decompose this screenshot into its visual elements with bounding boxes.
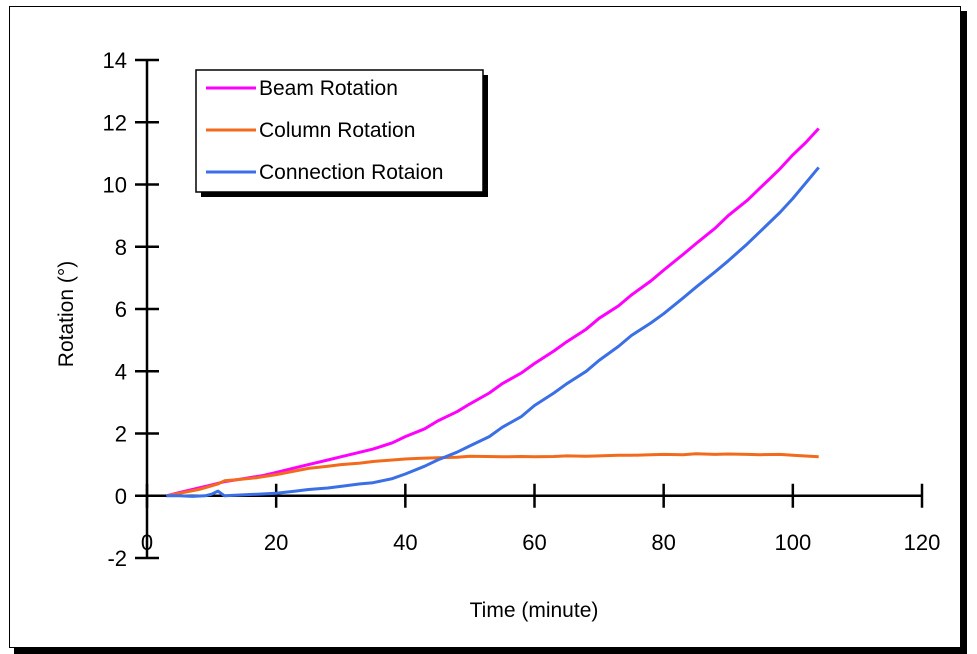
series-line-beam-rotation bbox=[166, 127, 820, 498]
legend-label-beam-rotation: Beam Rotation bbox=[259, 77, 398, 100]
y-tick-label--2: -2 bbox=[107, 546, 127, 571]
x-axis-title: Time (minute) bbox=[470, 599, 599, 622]
y-tick-label-14: 14 bbox=[103, 48, 127, 73]
x-tick-label-80: 80 bbox=[651, 530, 675, 555]
frame-shadow-right bbox=[961, 11, 967, 653]
y-tick-label-4: 4 bbox=[115, 359, 127, 384]
legend-label-column-rotation: Column Rotation bbox=[259, 119, 415, 142]
y-tick-label-10: 10 bbox=[103, 173, 127, 198]
y-axis-title: Rotation (°) bbox=[55, 261, 78, 367]
y-tick-label-2: 2 bbox=[115, 422, 127, 447]
y-tick-label-6: 6 bbox=[115, 297, 127, 322]
y-tick-label-8: 8 bbox=[115, 235, 127, 260]
series-layer bbox=[166, 127, 820, 498]
x-tick-label-0: 0 bbox=[141, 530, 153, 555]
series-line-connection-rotaion bbox=[166, 166, 820, 498]
x-tick-label-60: 60 bbox=[522, 530, 546, 555]
y-tick-label-12: 12 bbox=[103, 110, 127, 135]
axes-layer: -2 0 2 4 6 8 10 12 14 0 20 40 60 80 100 120 bbox=[103, 48, 941, 571]
x-tick-label-40: 40 bbox=[393, 530, 417, 555]
legend-shadow-right bbox=[483, 75, 488, 197]
legend-shadow-bottom bbox=[201, 192, 488, 197]
x-tick-label-120: 120 bbox=[904, 530, 941, 555]
y-tick-label-0: 0 bbox=[115, 484, 127, 509]
x-tick-label-100: 100 bbox=[774, 530, 811, 555]
legend-label-connection-rotaion: Connection Rotaion bbox=[259, 161, 443, 184]
series-line-column-rotation bbox=[166, 452, 819, 498]
legend: Beam Rotation Column Rotation Connection… bbox=[195, 69, 488, 197]
x-tick-label-20: 20 bbox=[264, 530, 288, 555]
frame-shadow-bottom bbox=[14, 648, 967, 654]
